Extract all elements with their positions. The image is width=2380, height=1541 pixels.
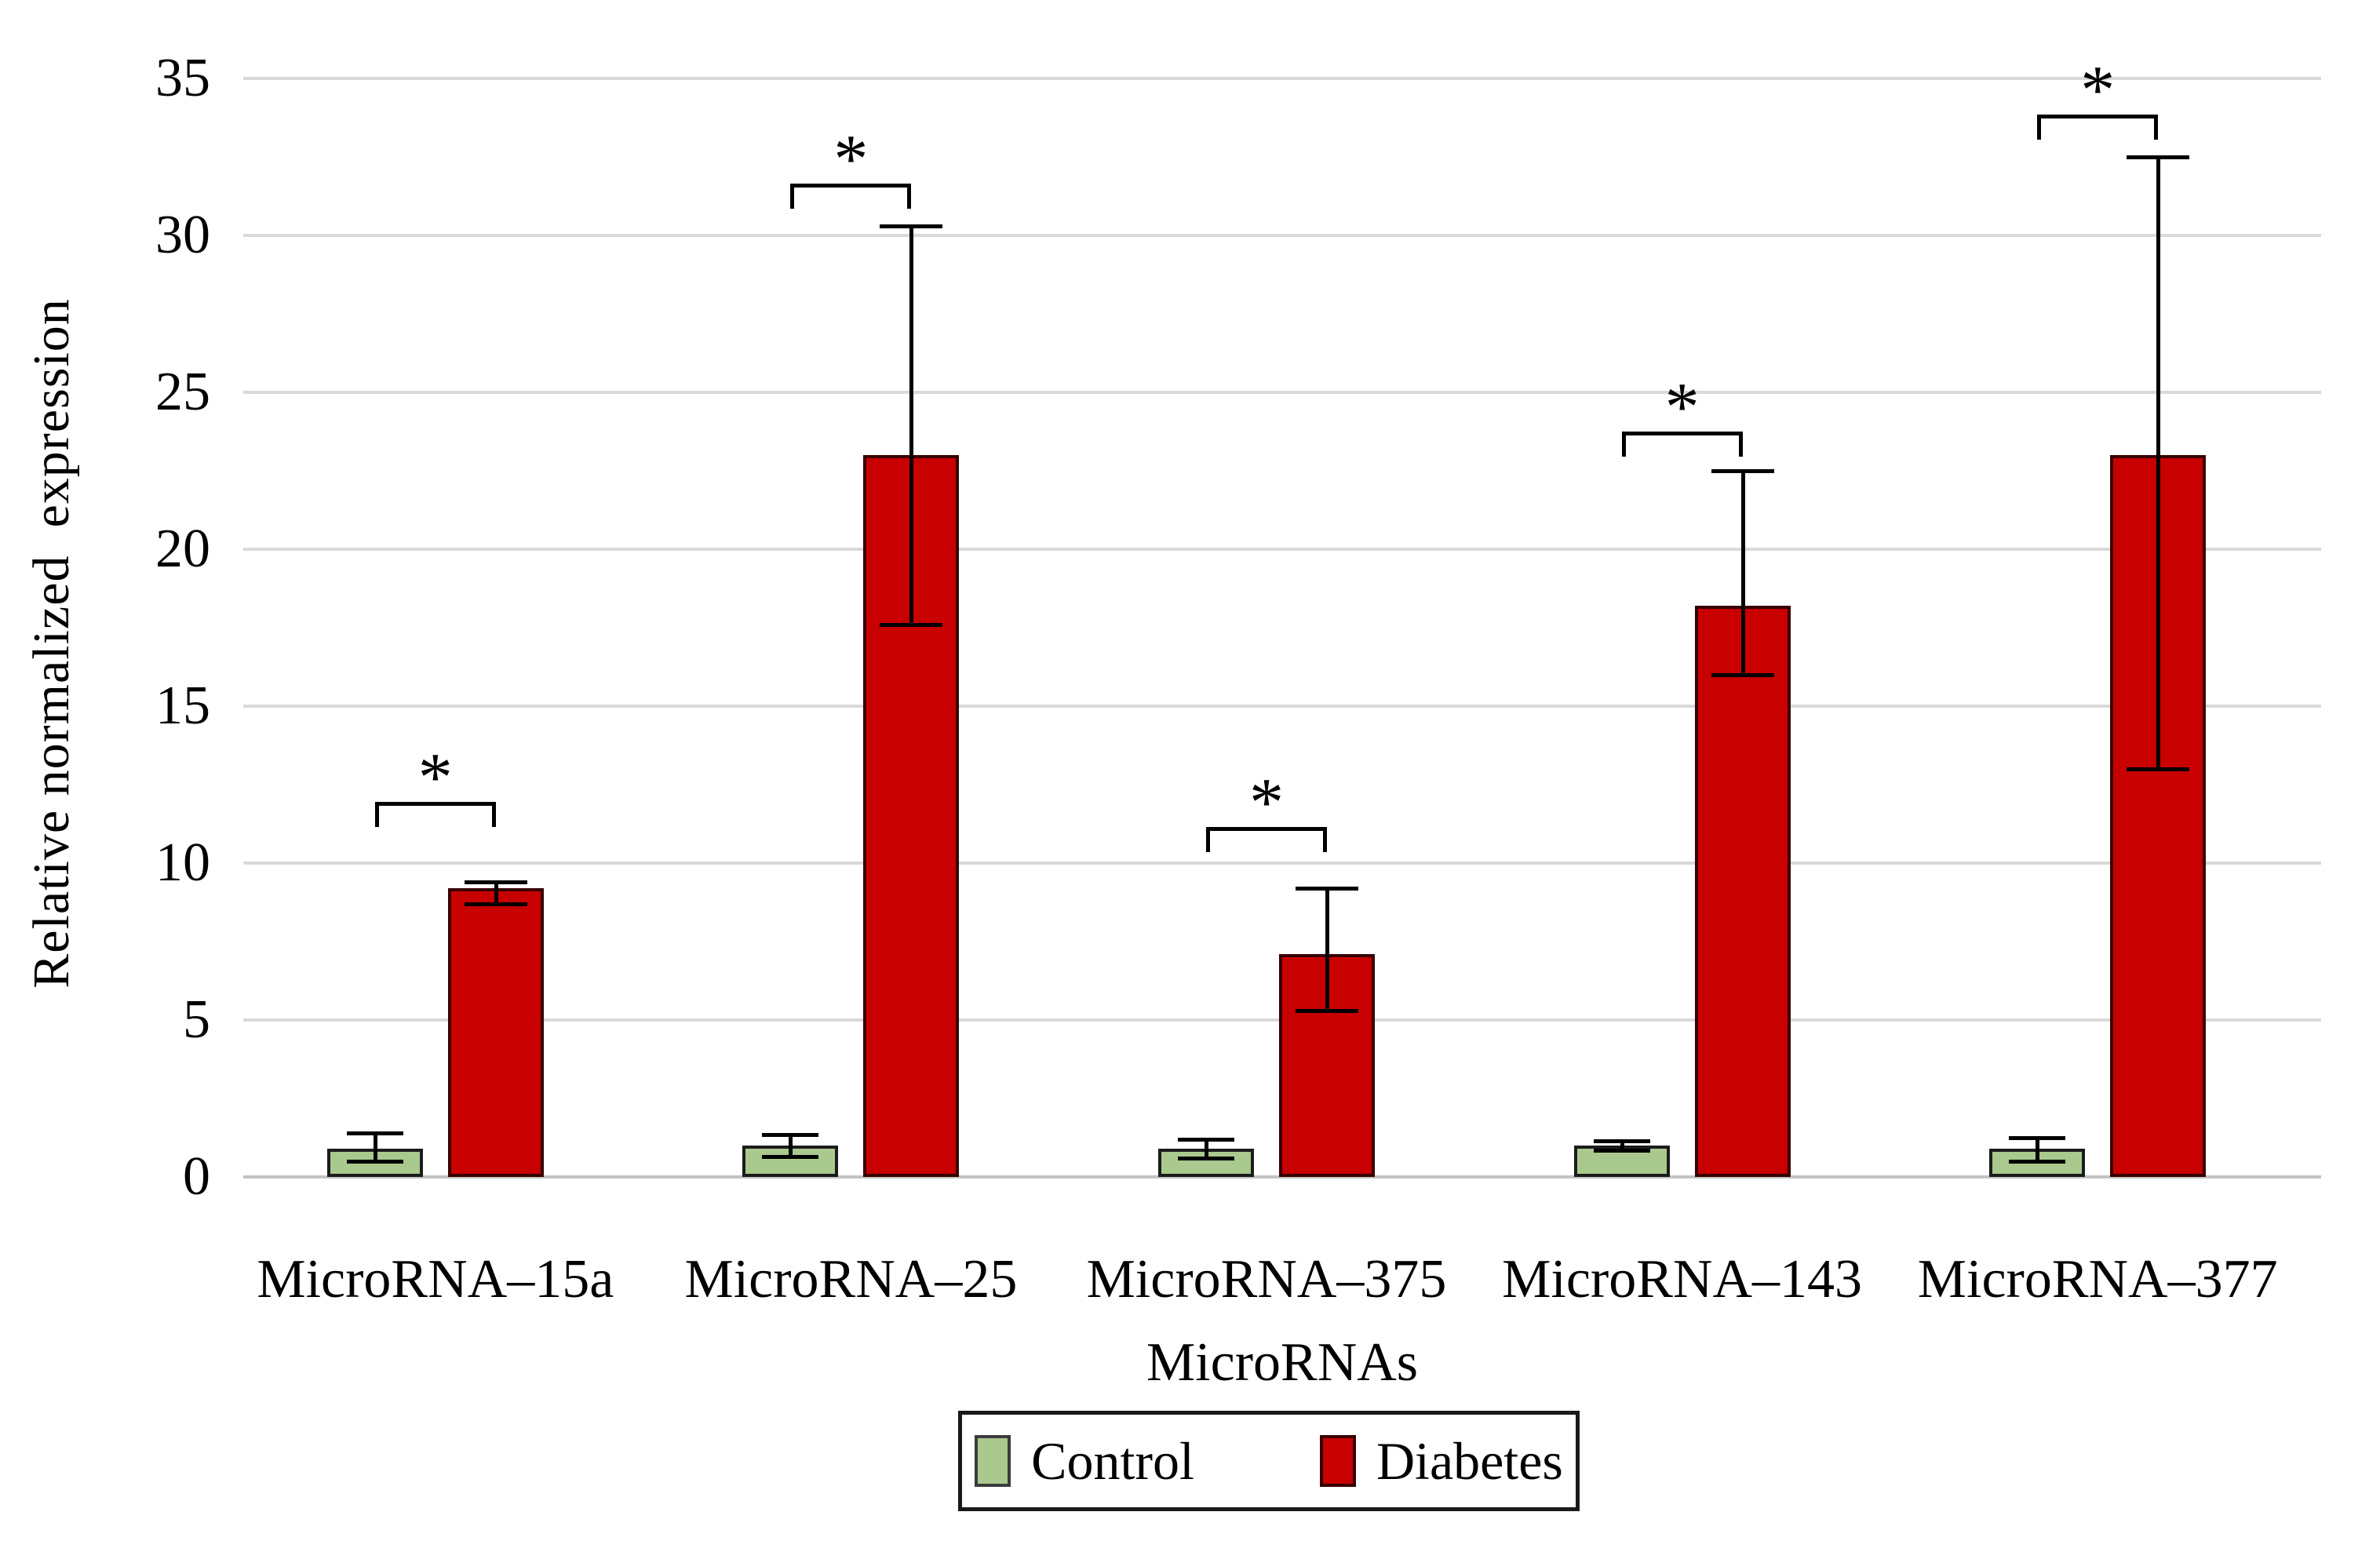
control-swatch-icon bbox=[975, 1435, 1011, 1487]
gridline bbox=[243, 391, 2321, 394]
y-tick-label: 0 bbox=[183, 1146, 210, 1207]
significance-bracket-tick-left bbox=[790, 184, 795, 209]
significance-asterisk: * bbox=[417, 740, 453, 816]
y-tick-label: 20 bbox=[155, 519, 210, 579]
significance-asterisk: * bbox=[1249, 765, 1284, 841]
error-bar-line bbox=[909, 226, 914, 625]
x-category-label: MicroRNA–375 bbox=[1086, 1249, 1447, 1310]
error-bar-line bbox=[1620, 1141, 1624, 1150]
significance-bracket bbox=[374, 802, 496, 806]
gridline bbox=[243, 548, 2321, 551]
error-bar-cap-bottom bbox=[346, 1160, 403, 1164]
error-bar-line bbox=[2036, 1138, 2040, 1161]
significance-bracket bbox=[2037, 115, 2159, 118]
error-bar-cap-top bbox=[1711, 469, 1774, 473]
error-bar-cap-top bbox=[2127, 155, 2190, 159]
significance-bracket-tick-right bbox=[1323, 827, 1327, 852]
x-category-label: MicroRNA–377 bbox=[1917, 1249, 2278, 1310]
error-bar-line bbox=[1740, 471, 1745, 675]
gridline bbox=[243, 862, 2321, 865]
significance-asterisk: * bbox=[2080, 53, 2116, 129]
significance-bracket bbox=[1621, 432, 1743, 435]
error-bar-line bbox=[373, 1133, 377, 1161]
error-bar-cap-bottom bbox=[1178, 1157, 1234, 1160]
error-bar-line bbox=[1205, 1139, 1208, 1158]
error-bar-line bbox=[789, 1135, 793, 1157]
x-axis-title: MicroRNAs bbox=[1146, 1332, 1419, 1393]
significance-bracket-tick-right bbox=[907, 184, 912, 209]
error-bar-cap-bottom bbox=[464, 902, 527, 906]
significance-asterisk: * bbox=[1664, 370, 1700, 446]
significance-bracket-tick-left bbox=[2037, 115, 2042, 140]
significance-bracket-tick-right bbox=[1738, 432, 1743, 457]
gridline bbox=[243, 705, 2321, 708]
y-tick-label: 35 bbox=[155, 48, 210, 108]
significance-bracket-tick-left bbox=[1206, 827, 1210, 852]
error-bar-cap-top bbox=[464, 880, 527, 884]
gridline bbox=[243, 234, 2321, 237]
significance-bracket-tick-left bbox=[1621, 432, 1626, 457]
legend: Control Diabetes bbox=[958, 1411, 1580, 1511]
significance-bracket-tick-right bbox=[2154, 115, 2159, 140]
error-bar-cap-top bbox=[880, 224, 943, 228]
error-bar-cap-bottom bbox=[880, 623, 943, 627]
error-bar-line bbox=[1325, 888, 1329, 1011]
error-bar-cap-bottom bbox=[1296, 1009, 1358, 1013]
error-bar-cap-top bbox=[1178, 1138, 1234, 1142]
error-bar-cap-bottom bbox=[762, 1155, 819, 1159]
error-bar-cap-top bbox=[2009, 1136, 2066, 1140]
x-category-label: MicroRNA–25 bbox=[684, 1249, 1018, 1310]
significance-bracket bbox=[790, 184, 912, 188]
error-bar-cap-bottom bbox=[2127, 767, 2190, 771]
y-tick-label: 10 bbox=[155, 832, 210, 893]
error-bar-line bbox=[494, 882, 498, 904]
significance-asterisk: * bbox=[833, 122, 869, 198]
x-category-label: MicroRNA–15a bbox=[257, 1249, 614, 1310]
y-tick-label: 15 bbox=[155, 676, 210, 736]
error-bar-cap-bottom bbox=[2009, 1160, 2066, 1164]
x-category-label: MicroRNA–143 bbox=[1502, 1249, 1863, 1310]
error-bar-cap-top bbox=[346, 1131, 403, 1135]
bar-diabetes bbox=[447, 888, 544, 1177]
y-tick-label: 5 bbox=[183, 989, 210, 1050]
error-bar-cap-top bbox=[1296, 887, 1358, 891]
legend-label-diabetes: Diabetes bbox=[1376, 1431, 1563, 1491]
significance-bracket-tick-left bbox=[374, 802, 379, 827]
error-bar-line bbox=[2156, 157, 2161, 769]
y-tick-label: 25 bbox=[155, 362, 210, 422]
diabetes-swatch-icon bbox=[1319, 1435, 1356, 1487]
legend-label-control: Control bbox=[1031, 1431, 1194, 1491]
legend-item-diabetes: Diabetes bbox=[1319, 1430, 1563, 1492]
gridline bbox=[243, 77, 2321, 80]
significance-bracket bbox=[1206, 827, 1327, 831]
y-tick-label: 30 bbox=[155, 205, 210, 265]
error-bar-cap-bottom bbox=[1593, 1149, 1650, 1153]
error-bar-cap-bottom bbox=[1711, 673, 1774, 677]
bar-diabetes bbox=[1694, 606, 1791, 1177]
error-bar-cap-top bbox=[1593, 1139, 1650, 1143]
error-bar-cap-top bbox=[762, 1133, 819, 1137]
gridline bbox=[243, 1175, 2321, 1179]
significance-bracket-tick-right bbox=[491, 802, 496, 827]
legend-item-control: Control bbox=[975, 1430, 1194, 1492]
